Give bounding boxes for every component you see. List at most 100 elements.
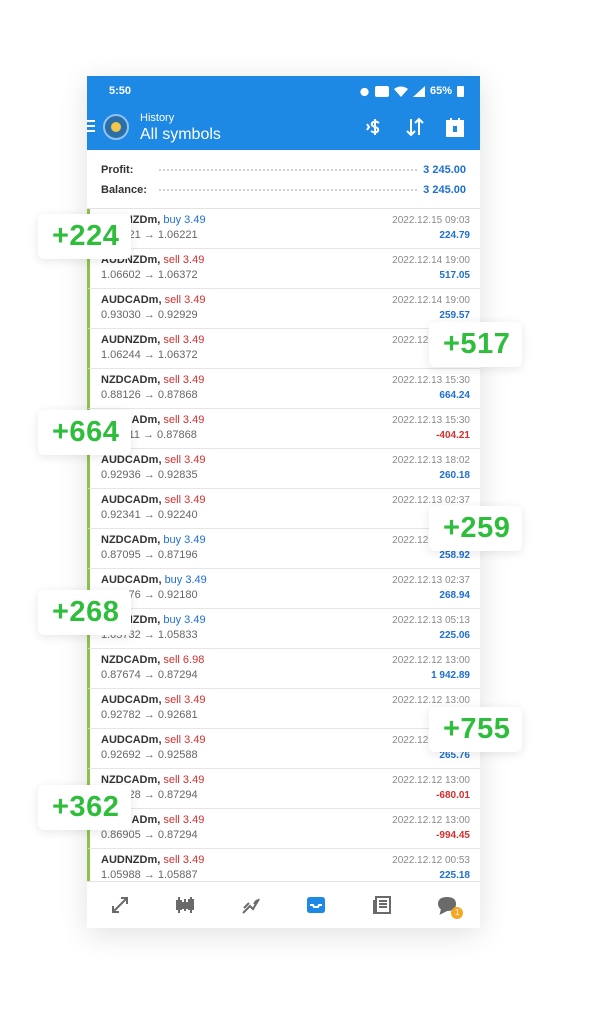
trade-datetime: 2022.12.12 13:00 (392, 815, 470, 826)
trade-prices: 0.87095 → 0.87196 (101, 549, 198, 561)
trade-datetime: 2022.12.13 15:30 (392, 415, 470, 426)
trade-prices: 0.92692 → 0.92588 (101, 749, 198, 761)
trade-prices: 0.88126 → 0.87868 (101, 389, 198, 401)
trade-row[interactable]: AUDCADm, sell 3.49 0.92692 → 0.92588 2022.… (87, 729, 480, 769)
trade-profit: -994.45 (436, 830, 470, 841)
volte-icon (374, 85, 389, 97)
trade-row[interactable]: AUDCADm, sell 3.49 0.92341 → 0.92240 2022.… (87, 489, 480, 529)
quotes-icon[interactable] (106, 891, 134, 919)
battery-percent: 65% (429, 85, 452, 97)
trade-profit: 258.92 (439, 550, 470, 561)
summary-panel: Profit: 3 245.00 Balance: 3 245.00 (87, 150, 480, 209)
app-logo[interactable] (103, 114, 129, 140)
trade-profit: 259.57 (439, 310, 470, 321)
profit-overlay: +259 (429, 506, 523, 551)
trade-symbol: NZDCADm, (101, 654, 161, 666)
chart-icon[interactable] (171, 891, 199, 919)
trade-symbol: AUDCADm, (101, 574, 162, 586)
history-icon[interactable] (302, 891, 330, 919)
trade-row[interactable]: NZDCADm, buy 3.49 0.87095 → 0.87196 2022.1… (87, 529, 480, 569)
trade-row[interactable]: NZDCADm, sell 3.49 0.87028 → 0.87294 2022.… (87, 769, 480, 809)
calendar-icon[interactable] (444, 116, 466, 138)
trade-title: NZDCADm, buy 3.49 (101, 534, 206, 546)
profit-overlay: +664 (38, 410, 132, 455)
trade-symbol: AUDCADm, (101, 734, 162, 746)
signal-icon (412, 85, 425, 97)
trade-direction: sell 3.49 (163, 374, 205, 386)
page-title[interactable]: All symbols (140, 126, 221, 143)
trade-row[interactable]: AUDCADm, buy 3.49 0.92076 → 0.92180 2022.1… (87, 569, 480, 609)
trade-direction: buy 3.49 (164, 574, 207, 586)
news-icon[interactable] (368, 891, 396, 919)
trade-row[interactable]: NZDCADm, sell 6.98 0.87674 → 0.87294 2022.… (87, 649, 480, 689)
trade-title: AUDNZDm, sell 3.49 (101, 854, 204, 866)
trade-direction: sell 3.49 (163, 854, 205, 866)
profit-overlay: +224 (38, 214, 132, 259)
trade-profit: 225.18 (439, 870, 470, 881)
app-bar: History All symbols (87, 106, 480, 150)
trade-row[interactable]: AUDCADm, sell 3.49 0.92936 → 0.92835 2022.… (87, 449, 480, 489)
trade-direction: sell 3.49 (163, 334, 205, 346)
page-subtitle: History (140, 112, 175, 124)
trade-prices: 0.92341 → 0.92240 (101, 509, 198, 521)
sort-icon[interactable] (404, 116, 426, 138)
trade-title: AUDCADm, sell 3.49 (101, 294, 206, 306)
trade-prices: 1.06244 → 1.06372 (101, 349, 198, 361)
trade-direction: buy 3.49 (163, 534, 206, 546)
profit-label: Profit: (101, 164, 134, 176)
trade-symbol: NZDCADm, (101, 774, 161, 786)
trade-profit: 224.79 (439, 230, 470, 241)
trade-profit: 1 942.89 (431, 670, 470, 681)
trade-profit: 268.94 (439, 590, 470, 601)
status-bar: 5:50 65% (87, 76, 480, 106)
trade-prices: 1.06602 → 1.06372 (101, 269, 198, 281)
trade-symbol: NZDCADm, (101, 374, 161, 386)
balance-label: Balance: (101, 184, 147, 196)
trade-row[interactable]: NZDCADm, sell 3.490.87711 → 0.878682022.… (87, 409, 480, 449)
trade-title: AUDCADm, sell 3.49 (101, 734, 206, 746)
trade-title: NZDCADm, sell 3.49 (101, 774, 204, 786)
chat-badge: 1 (451, 907, 464, 919)
trade-title: NZDCADm, sell 6.98 (101, 654, 204, 666)
trade-direction: sell 3.49 (163, 814, 205, 826)
trade-datetime: 2022.12.13 15:30 (392, 375, 470, 386)
trade-icon[interactable] (237, 891, 265, 919)
deposit-icon[interactable] (364, 116, 386, 138)
trade-row[interactable]: NZDCADm, sell 3.490.86905 → 0.872942022.… (87, 809, 480, 849)
trade-direction: sell 3.49 (164, 734, 206, 746)
trade-symbol: AUDNZDm, (101, 854, 161, 866)
trade-row[interactable]: AUDNZDm, sell 3.49 1.06244 → 1.06372 2022.… (87, 329, 480, 369)
alarm-icon (360, 87, 369, 96)
menu-icon[interactable] (87, 120, 95, 135)
trade-prices: 1.05988 → 1.05887 (101, 869, 198, 881)
trade-profit: 517.05 (439, 270, 470, 281)
trade-row[interactable]: NZDCADm, sell 3.49 0.88126 → 0.87868 2022.… (87, 369, 480, 409)
trade-datetime: 2022.12.14 19:00 (392, 255, 470, 266)
wifi-icon (393, 86, 408, 97)
trade-datetime: 2022.12.12 00:53 (392, 855, 470, 866)
trade-list: AUDNZDm, buy 3.491.06221 → 1.062212022.1… (87, 209, 480, 889)
trade-direction: sell 3.49 (164, 454, 206, 466)
trade-datetime: 2022.12.12 13:00 (392, 655, 470, 666)
trade-symbol: AUDCADm, (101, 294, 162, 306)
trade-row[interactable]: AUDNZDm, buy 3.491.06221 → 1.062212022.1… (87, 209, 480, 249)
profit-value: 3 245.00 (423, 164, 466, 176)
trade-row[interactable]: AUDCADm, sell 3.49 0.92782 → 0.92681 2022.… (87, 689, 480, 729)
phone-screen: 5:50 65% History All symbols (87, 76, 480, 928)
bottom-nav: 1 (87, 881, 480, 928)
trade-profit: 664.24 (439, 390, 470, 401)
trade-symbol: NZDCADm, (101, 534, 161, 546)
trade-prices: 0.92936 → 0.92835 (101, 469, 198, 481)
trade-direction: sell 3.49 (164, 694, 206, 706)
trade-title: AUDCADm, sell 3.49 (101, 494, 206, 506)
trade-direction: buy 3.49 (163, 614, 206, 626)
trade-row[interactable]: AUDCADm, sell 3.49 0.93030 → 0.92929 2022.… (87, 289, 480, 329)
trade-title: AUDCADm, sell 3.49 (101, 694, 206, 706)
trade-direction: sell 3.49 (163, 414, 205, 426)
trade-datetime: 2022.12.12 13:00 (392, 695, 470, 706)
trade-prices: 0.93030 → 0.92929 (101, 309, 198, 321)
trade-profit: -680.01 (436, 790, 470, 801)
trade-row[interactable]: AUDNZDm, sell 3.49 1.06602 → 1.06372 2022.… (87, 249, 480, 289)
chat-icon[interactable]: 1 (433, 891, 464, 919)
trade-row[interactable]: AUDNZDm, buy 3.491.05732 → 1.058332022.1… (87, 609, 480, 649)
